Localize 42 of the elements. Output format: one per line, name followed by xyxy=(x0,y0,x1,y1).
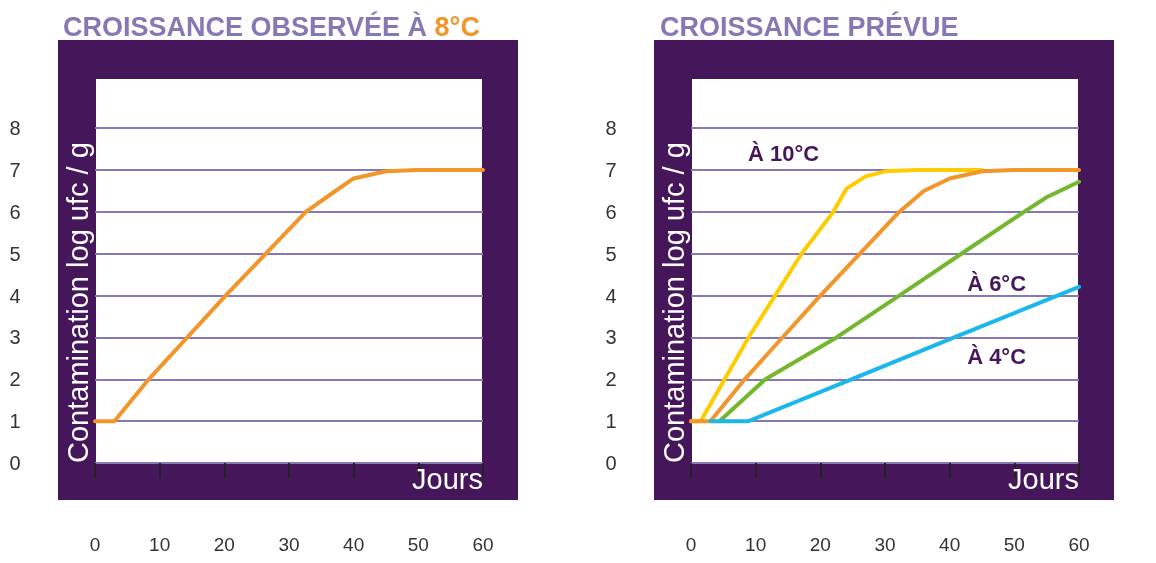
x-tick-label: 60 xyxy=(472,534,494,555)
y-tick-label: 0 xyxy=(9,452,21,474)
y-tick-label: 7 xyxy=(9,159,21,182)
x-tick-label: 50 xyxy=(407,534,429,555)
y-tick-label: 3 xyxy=(9,326,21,349)
x-tick-label: 30 xyxy=(874,534,896,555)
chart-title: CROISSANCE OBSERVÉE À 8°C xyxy=(63,10,480,42)
y-tick-label: 4 xyxy=(605,284,617,307)
x-axis-title: Jours xyxy=(1008,463,1079,495)
series-label: À 6°C xyxy=(967,270,1027,296)
x-tick-label: 20 xyxy=(213,534,235,555)
x-tick-label: 0 xyxy=(685,534,697,555)
x-tick-label: 0 xyxy=(89,534,101,555)
y-tick-label: 5 xyxy=(605,242,617,265)
y-tick-label: 8 xyxy=(9,117,21,140)
y-tick-label: 4 xyxy=(9,284,21,307)
x-tick-label: 40 xyxy=(939,534,961,555)
x-tick-label: 30 xyxy=(278,534,300,555)
y-tick-label: 2 xyxy=(9,368,21,391)
y-axis-title: Contamination log ufc / g xyxy=(658,142,690,463)
y-tick-label: 1 xyxy=(9,410,21,433)
y-tick-label: 0 xyxy=(605,452,617,474)
y-axis-title: Contamination log ufc / g xyxy=(62,142,94,463)
y-tick-label: 2 xyxy=(605,368,617,391)
x-tick-label: 10 xyxy=(745,534,767,555)
y-tick-label: 6 xyxy=(9,200,21,223)
x-axis-title: Jours xyxy=(412,463,483,495)
x-tick-label: 10 xyxy=(149,534,171,555)
x-tick-label: 60 xyxy=(1068,534,1090,555)
series-label: À 4°C xyxy=(967,343,1027,369)
y-tick-label: 3 xyxy=(605,326,617,349)
series-label: À 10°C xyxy=(747,140,820,166)
x-tick-label: 40 xyxy=(343,534,365,555)
y-tick-label: 1 xyxy=(605,410,617,433)
y-tick-label: 8 xyxy=(605,117,617,140)
line-series xyxy=(93,168,485,424)
x-tick-label: 20 xyxy=(809,534,831,555)
x-tick-label: 50 xyxy=(1003,534,1025,555)
y-tick-label: 7 xyxy=(605,159,617,182)
y-tick-label: 6 xyxy=(605,200,617,223)
chart-title: CROISSANCE PRÉVUE xyxy=(660,10,959,42)
y-tick-label: 5 xyxy=(9,242,21,265)
